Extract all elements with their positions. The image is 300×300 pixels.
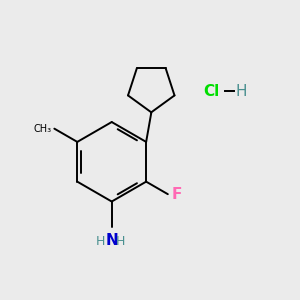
Text: Cl: Cl [203, 84, 219, 99]
Text: H: H [236, 84, 248, 99]
Text: F: F [171, 187, 182, 202]
Text: H: H [96, 235, 105, 248]
Text: H: H [116, 235, 125, 248]
Text: N: N [105, 233, 118, 248]
Text: CH₃: CH₃ [34, 124, 52, 134]
